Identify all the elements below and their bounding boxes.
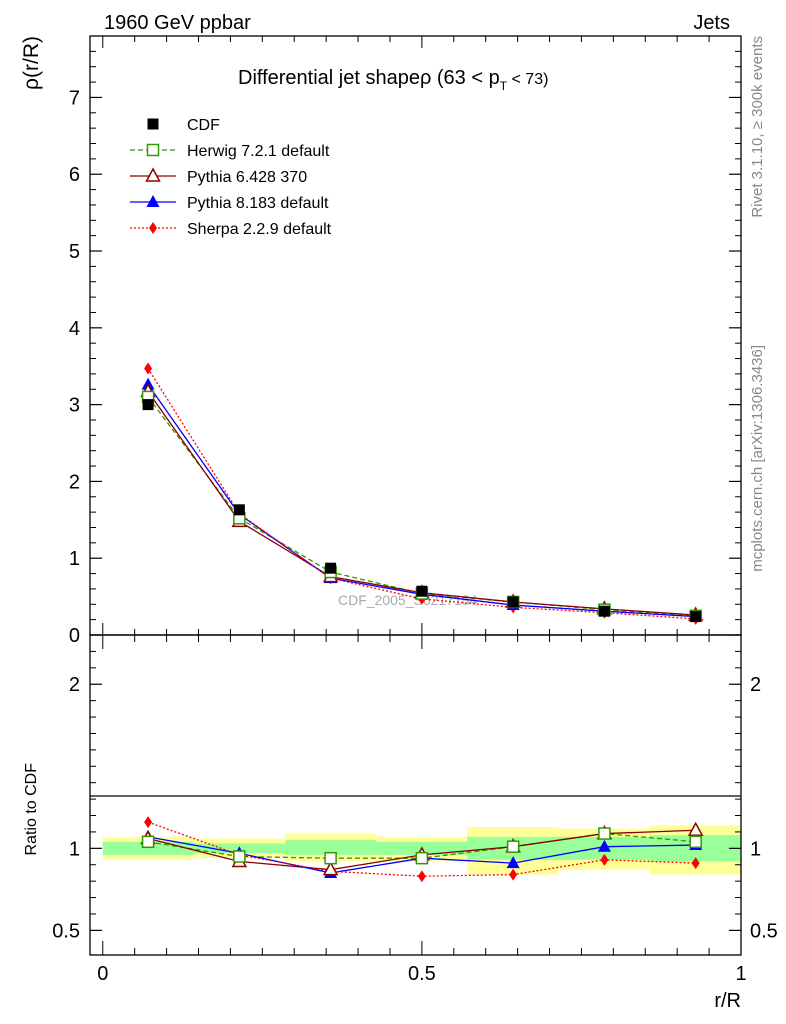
main-title-end: < 73) xyxy=(507,71,548,88)
ratio-point-pythia-8-183-default xyxy=(597,839,611,852)
main-point-cdf xyxy=(507,596,519,608)
legend-label-herwig-7-2-1-default: Herwig 7.2.1 default xyxy=(187,143,330,160)
main-title-subscript: T xyxy=(500,79,508,93)
main-y-tick-label: 2 xyxy=(69,471,80,493)
main-plot-title: Differential jet shapeρ (63 < pT < 73) xyxy=(238,67,548,93)
x-tick-label: 1 xyxy=(735,963,746,985)
ratio-series-markers xyxy=(140,816,704,883)
ratio-inner-band xyxy=(102,841,195,855)
legend-marker-cdf xyxy=(147,118,159,130)
legend-marker-pythia-6-428-370 xyxy=(145,167,161,182)
mcplots-reference-label: mcplots.cern.ch [arXiv:1306.3436] xyxy=(749,345,766,572)
main-y-tick-label: 4 xyxy=(69,318,80,340)
rivet-version-label: Rivet 3.1.10, ≥ 300k events xyxy=(749,36,766,218)
legend: CDF Herwig 7.2.1 default Pythia 6.428 370 P… xyxy=(130,117,332,238)
main-point-cdf xyxy=(598,605,610,617)
ratio-y-tick-label-right: 1 xyxy=(750,838,761,860)
main-point-cdf xyxy=(325,562,337,574)
legend-label-sherpa-2-2-9-default: Sherpa 2.2.9 default xyxy=(187,221,332,238)
ratio-point-herwig-7-2-1-default xyxy=(233,850,246,863)
ratio-point-herwig-7-2-1-default xyxy=(415,851,429,865)
ratio-y-tick-label-left: 0.5 xyxy=(52,920,80,942)
ratio-point-herwig-7-2-1-default xyxy=(141,835,155,849)
legend-label-cdf: CDF xyxy=(187,117,220,134)
main-line-sherpa-2-2-9-default xyxy=(147,368,696,620)
legend-marker-sherpa-2-2-9-default xyxy=(149,222,157,234)
ratio-point-herwig-7-2-1-default xyxy=(506,840,520,853)
main-point-cdf xyxy=(233,504,245,516)
main-title-text: Differential jet shapeρ (63 < p xyxy=(238,67,500,89)
main-y-tick-label: 0 xyxy=(69,625,80,647)
analysis-watermark: CDF_2005_S6217184 xyxy=(338,592,478,608)
main-point-cdf xyxy=(142,399,154,411)
main-y-tick-label: 1 xyxy=(69,548,80,570)
ratio-point-sherpa-2-2-9-default xyxy=(691,857,700,870)
ratio-point-sherpa-2-2-9-default xyxy=(144,816,153,829)
ratio-point-sherpa-2-2-9-default xyxy=(509,868,518,881)
ratio-point-pythia-6-428-370 xyxy=(322,861,339,876)
main-y-axis-label: ρ(r/R) xyxy=(20,36,43,90)
main-point-cdf xyxy=(416,585,428,597)
ratio-x-ticks: 0 0.5 1 xyxy=(97,635,747,985)
ratio-point-sherpa-2-2-9-default xyxy=(600,853,609,866)
ratio-y-tick-label-left: 2 xyxy=(69,674,80,696)
header-energy-label: 1960 GeV ppbar xyxy=(104,12,251,34)
ratio-point-sherpa-2-2-9-default xyxy=(417,870,426,883)
main-line-pythia-6-428-370 xyxy=(147,391,696,616)
legend-label-pythia-8-183-default: Pythia 8.183 default xyxy=(187,195,329,212)
ratio-point-herwig-7-2-1-default xyxy=(598,827,611,840)
ratio-y-ticks: 0.5 0.5 1 1 2 2 xyxy=(52,650,778,942)
ratio-point-herwig-7-2-1-default xyxy=(324,851,337,865)
main-plot-panel: 0 1 2 3 4 5 6 7 Differential jet shapeρ (63 < p… xyxy=(20,35,742,647)
main-y-tick-label: 7 xyxy=(69,87,80,109)
header-process-label: Jets xyxy=(693,12,730,34)
main-y-tick-label: 5 xyxy=(69,241,80,263)
legend-marker-herwig-7-2-1-default xyxy=(146,143,160,157)
x-tick-label: 0.5 xyxy=(408,963,436,985)
legend-label-pythia-6-428-370: Pythia 6.428 370 xyxy=(187,169,307,186)
ratio-y-tick-label-left: 1 xyxy=(69,838,80,860)
main-y-tick-label: 3 xyxy=(69,395,80,417)
ratio-y-tick-label-right: 2 xyxy=(750,674,761,696)
ratio-point-pythia-8-183-default xyxy=(506,856,520,869)
x-tick-label: 0 xyxy=(97,963,108,985)
main-point-cdf xyxy=(690,611,702,623)
legend-marker-pythia-8-183-default xyxy=(146,195,160,207)
ratio-plot-panel: 0.5 0.51 12 2 0 0.5 1 Ratio to CDF r/R xyxy=(23,634,778,1012)
main-line-herwig-7-2-1-default xyxy=(147,396,696,617)
main-series-lines xyxy=(147,368,696,620)
main-y-tick-label: 6 xyxy=(69,164,80,186)
main-line-pythia-8-183-default xyxy=(147,384,696,618)
ratio-y-tick-label-right: 0.5 xyxy=(750,920,778,942)
main-point-sherpa-2-2-9-default xyxy=(144,362,153,375)
ratio-point-pythia-6-428-370 xyxy=(687,821,704,837)
ratio-y-axis-label: Ratio to CDF xyxy=(23,763,40,856)
main-series-markers xyxy=(140,362,704,625)
ratio-point-herwig-7-2-1-default xyxy=(689,835,702,849)
x-axis-label: r/R xyxy=(714,990,741,1012)
ratio-inner-band xyxy=(285,840,377,855)
ratio-plot-frame xyxy=(89,634,742,956)
main-y-ticks: 0 1 2 3 4 5 6 7 xyxy=(69,50,741,647)
